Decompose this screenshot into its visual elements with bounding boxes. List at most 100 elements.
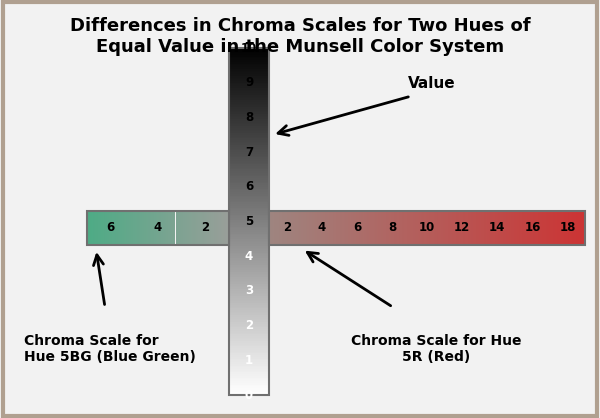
Bar xyxy=(285,211,287,245)
Bar xyxy=(229,51,269,53)
Bar xyxy=(98,211,99,245)
Text: 2: 2 xyxy=(283,221,291,234)
Bar xyxy=(178,211,179,245)
Bar xyxy=(413,211,415,245)
Bar xyxy=(229,218,269,220)
Bar xyxy=(438,211,440,245)
Bar xyxy=(522,211,523,245)
Bar xyxy=(495,211,497,245)
Bar xyxy=(271,211,272,245)
Bar xyxy=(229,334,269,336)
Bar xyxy=(109,211,110,245)
Bar xyxy=(445,211,446,245)
Bar xyxy=(229,293,269,294)
Bar xyxy=(229,104,269,105)
Bar xyxy=(196,211,197,245)
Bar xyxy=(229,365,269,367)
Bar xyxy=(304,211,305,245)
Text: Differences in Chroma Scales for Two Hues of
Equal Value in the Munsell Color Sy: Differences in Chroma Scales for Two Hue… xyxy=(70,17,530,56)
Bar xyxy=(301,211,302,245)
Bar xyxy=(290,211,292,245)
Bar xyxy=(174,211,175,245)
Bar xyxy=(541,211,542,245)
Bar xyxy=(229,48,269,50)
Bar xyxy=(229,69,269,71)
Bar xyxy=(229,296,269,298)
Bar xyxy=(229,135,269,137)
Bar xyxy=(229,222,269,223)
Bar xyxy=(378,211,380,245)
Bar xyxy=(329,211,331,245)
Bar xyxy=(519,211,520,245)
Bar xyxy=(342,211,344,245)
Bar xyxy=(388,211,389,245)
Bar xyxy=(229,235,269,237)
Bar xyxy=(229,284,269,286)
Bar xyxy=(229,355,269,357)
Bar xyxy=(229,112,269,114)
Text: 4: 4 xyxy=(245,250,253,263)
Bar xyxy=(229,310,269,312)
Text: 5: 5 xyxy=(245,215,253,228)
Bar xyxy=(229,184,269,185)
Bar xyxy=(148,211,149,245)
Bar xyxy=(452,211,454,245)
Bar xyxy=(272,211,274,245)
Text: Chroma Scale for Hue
5R (Red): Chroma Scale for Hue 5R (Red) xyxy=(351,334,521,364)
Bar xyxy=(208,211,209,245)
Bar xyxy=(229,315,269,317)
Bar xyxy=(229,345,269,347)
Bar xyxy=(87,211,229,245)
Bar xyxy=(149,211,150,245)
Bar xyxy=(143,211,145,245)
Bar xyxy=(302,211,304,245)
Bar xyxy=(229,95,269,97)
Bar xyxy=(425,211,427,245)
Bar xyxy=(218,211,220,245)
Bar xyxy=(185,211,186,245)
Bar xyxy=(229,369,269,371)
Bar xyxy=(229,289,269,291)
Bar xyxy=(344,211,345,245)
Bar xyxy=(229,140,269,142)
Bar xyxy=(375,211,377,245)
Bar xyxy=(560,211,562,245)
Bar xyxy=(229,133,269,135)
Bar xyxy=(177,211,178,245)
Bar xyxy=(120,211,121,245)
Bar xyxy=(530,211,532,245)
Bar xyxy=(532,211,533,245)
Bar xyxy=(184,211,185,245)
Bar xyxy=(229,282,269,284)
Text: 7: 7 xyxy=(245,145,253,159)
Text: 1: 1 xyxy=(245,354,253,367)
Bar xyxy=(229,242,269,244)
Bar xyxy=(229,322,269,324)
Bar xyxy=(549,211,550,245)
Bar xyxy=(229,239,269,241)
Bar xyxy=(229,277,269,279)
Bar xyxy=(216,211,217,245)
Bar xyxy=(229,364,269,365)
Bar xyxy=(179,211,180,245)
Bar xyxy=(229,192,269,194)
Bar xyxy=(162,211,163,245)
Bar xyxy=(229,298,269,300)
Bar xyxy=(422,211,424,245)
Bar xyxy=(280,211,282,245)
Bar xyxy=(509,211,511,245)
Bar xyxy=(380,211,382,245)
Bar xyxy=(331,211,332,245)
Bar xyxy=(437,211,438,245)
Bar xyxy=(427,211,429,245)
Bar xyxy=(160,211,161,245)
Bar xyxy=(229,319,269,321)
Bar xyxy=(407,211,408,245)
Bar xyxy=(293,211,295,245)
Bar xyxy=(340,211,342,245)
Text: 9: 9 xyxy=(245,76,253,89)
Bar xyxy=(229,143,269,145)
Bar xyxy=(229,208,269,209)
Bar xyxy=(92,211,94,245)
Bar xyxy=(229,336,269,338)
